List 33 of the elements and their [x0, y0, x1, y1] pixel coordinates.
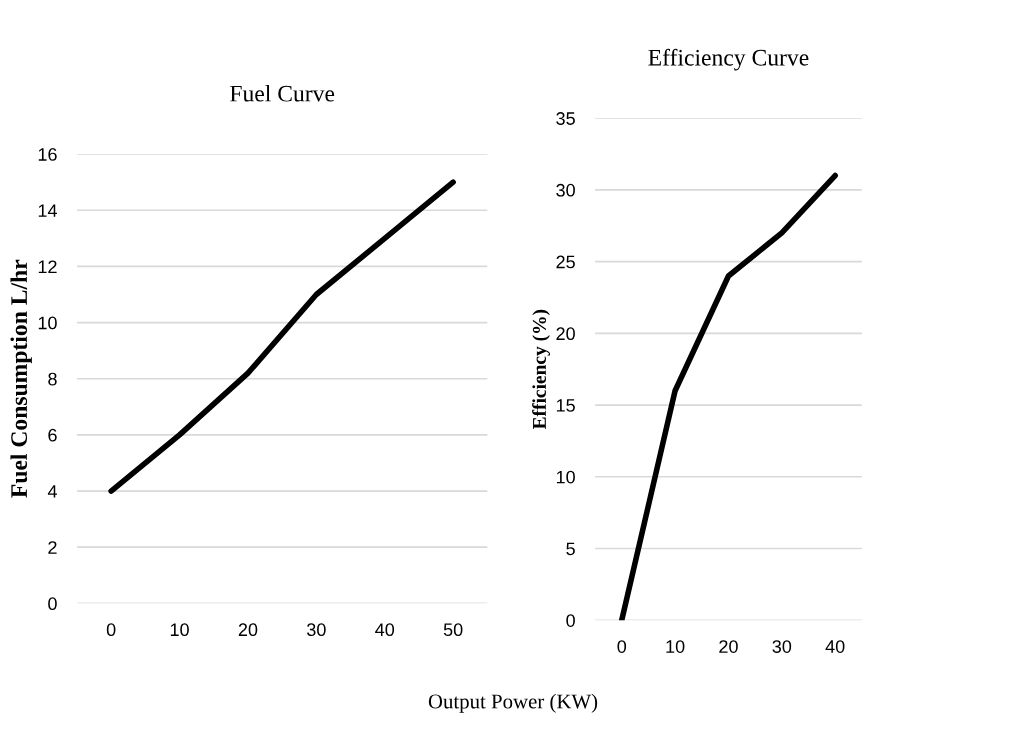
y-tick-label: 14: [38, 204, 57, 217]
chart-title: Efficiency Curve: [648, 48, 809, 71]
x-tick-label: 30: [307, 623, 326, 637]
x-tick-label: 10: [666, 640, 685, 653]
y-tick-label: 2: [48, 541, 57, 554]
y-tick-label: 30: [556, 183, 575, 197]
y-axis-title: Fuel Consumption L/hr: [10, 259, 32, 498]
x-tick-label: 0: [617, 640, 627, 653]
y-tick-label: 10: [556, 470, 575, 484]
y-tick-label: 0: [48, 597, 57, 611]
y-axis-title: Efficiency (%): [532, 309, 550, 430]
y-tick-label: 15: [556, 399, 575, 412]
y-tick-label: 8: [48, 372, 57, 386]
x-tick-label: 30: [772, 640, 792, 653]
x-axis-title: Output Power (KW): [428, 693, 598, 713]
x-tick-label: 50: [443, 623, 463, 637]
chart-title: Fuel Curve: [230, 84, 335, 102]
y-tick-label: 0: [566, 614, 575, 627]
y-tick-label: 20: [556, 327, 575, 341]
x-tick-label: 40: [825, 640, 845, 653]
y-tick-label: 4: [47, 485, 57, 498]
y-tick-label: 5: [566, 542, 575, 556]
x-tick-label: 10: [170, 623, 189, 637]
x-tick-label: 40: [375, 623, 395, 637]
y-tick-label: 25: [556, 255, 575, 269]
y-tick-label: 16: [38, 148, 57, 161]
y-tick-label: 6: [48, 428, 57, 442]
y-tick-label: 35: [556, 112, 575, 125]
x-tick-label: 0: [106, 623, 116, 637]
y-tick-label: 12: [38, 260, 57, 273]
x-tick-label: 20: [238, 623, 258, 637]
x-tick-label: 20: [719, 640, 738, 653]
y-tick-label: 10: [38, 316, 57, 330]
